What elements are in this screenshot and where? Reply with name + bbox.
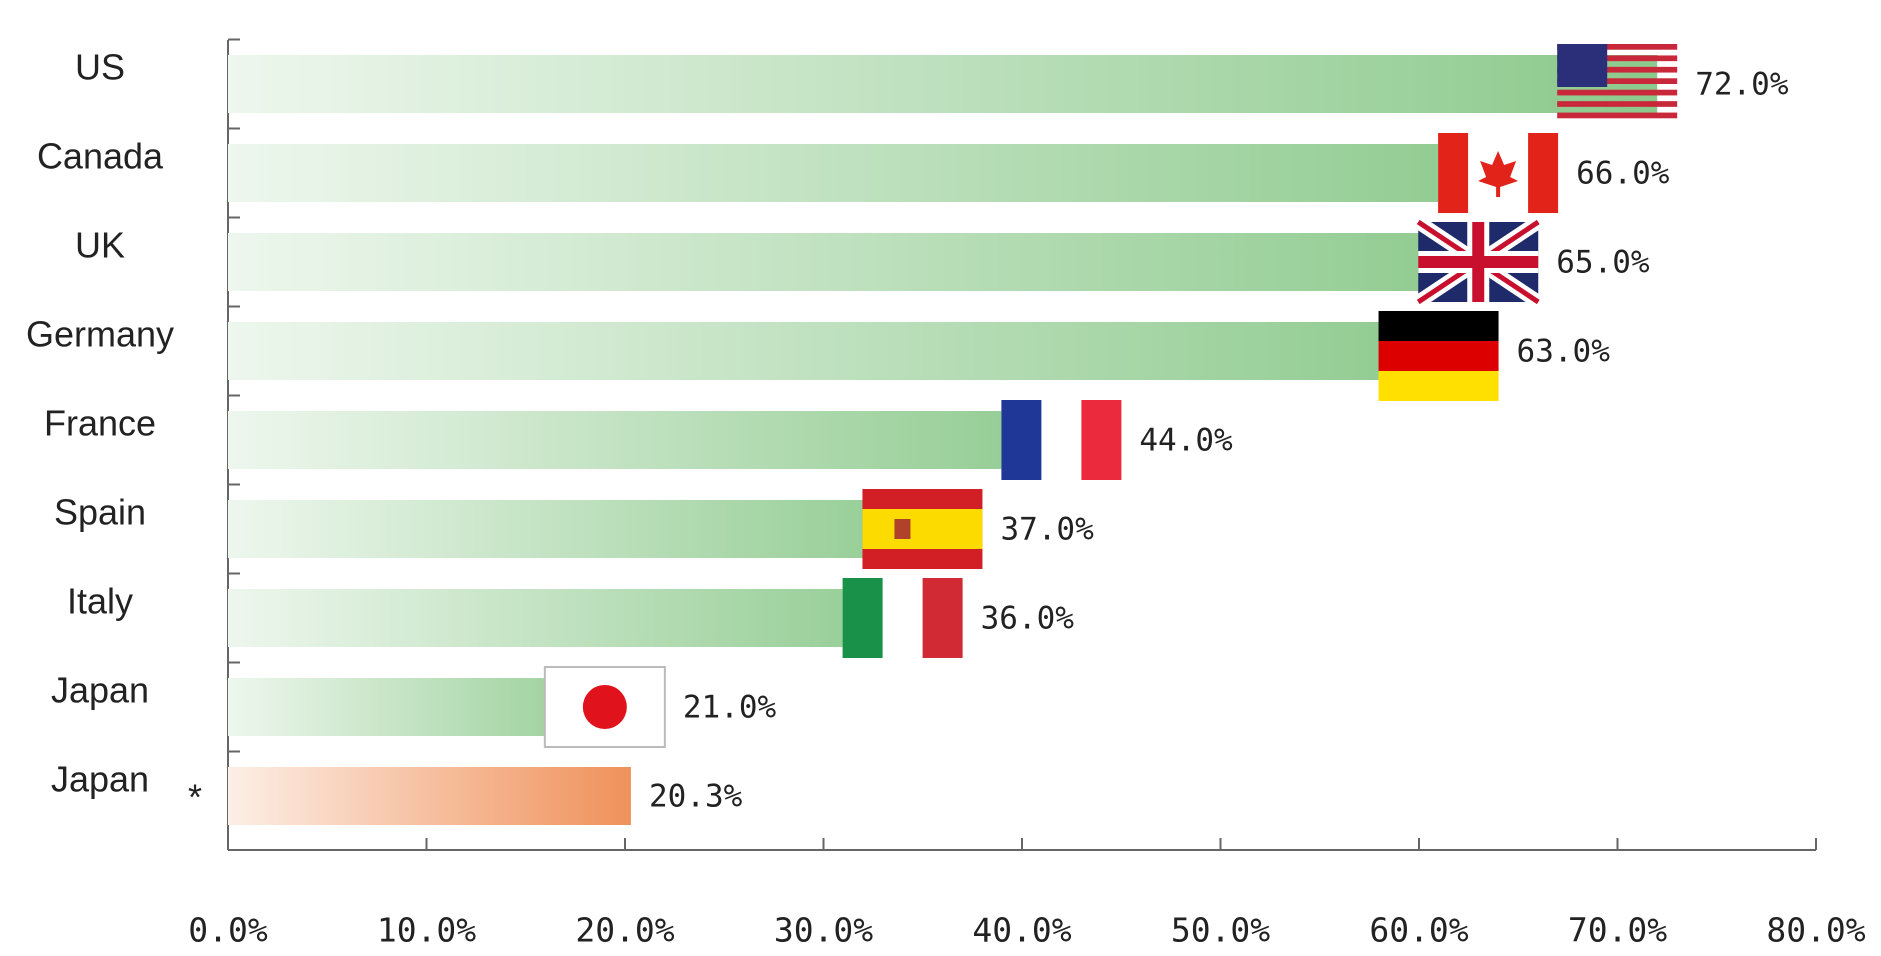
- bar-shade: [228, 589, 943, 647]
- value-label: 21.0%: [683, 690, 777, 726]
- category-label: Japan: [51, 759, 149, 800]
- value-label: 37.0%: [1000, 512, 1094, 548]
- flag: [1378, 311, 1499, 401]
- x-tick-label: 60.0%: [1369, 911, 1468, 950]
- flag: [1414, 216, 1543, 308]
- flag: [842, 578, 963, 658]
- x-tick-label: 80.0%: [1766, 911, 1865, 950]
- value-label: 63.0%: [1517, 334, 1611, 370]
- category-label: Canada: [37, 136, 164, 177]
- flag: [543, 666, 666, 748]
- x-tick-label: 30.0%: [774, 911, 873, 950]
- bar-shade: [228, 767, 631, 825]
- value-label: 20.3%: [649, 779, 743, 815]
- value-label: 65.0%: [1556, 245, 1650, 281]
- category-label: Germany: [26, 314, 174, 355]
- category-label: France: [44, 403, 156, 444]
- category-label: Spain: [54, 492, 146, 533]
- value-label: 66.0%: [1576, 156, 1670, 192]
- bar-shade: [228, 233, 1519, 291]
- x-tick-label: 50.0%: [1171, 911, 1270, 950]
- value-label: 72.0%: [1695, 67, 1789, 103]
- flag: [1001, 400, 1122, 480]
- value-label: 36.0%: [981, 601, 1075, 637]
- value-label: 44.0%: [1139, 423, 1233, 459]
- flag: [862, 489, 983, 569]
- x-tick-label: 10.0%: [377, 911, 476, 950]
- x-tick-label: 0.0%: [188, 911, 268, 950]
- bar-shade: [228, 322, 1479, 380]
- flag: [1557, 44, 1678, 119]
- category-label: Italy: [67, 581, 133, 622]
- x-tick-label: 40.0%: [972, 911, 1071, 950]
- x-tick-label: 70.0%: [1568, 911, 1667, 950]
- annotation: *: [188, 777, 202, 818]
- bar-shade: [228, 411, 1102, 469]
- bar-shade: [228, 144, 1539, 202]
- bar-shade: [228, 500, 963, 558]
- x-tick-label: 20.0%: [575, 911, 674, 950]
- bar-shade: [228, 55, 1658, 113]
- category-label: Japan: [51, 670, 149, 711]
- flag: [1438, 133, 1559, 213]
- category-label: UK: [75, 225, 125, 266]
- category-label: US: [75, 47, 125, 88]
